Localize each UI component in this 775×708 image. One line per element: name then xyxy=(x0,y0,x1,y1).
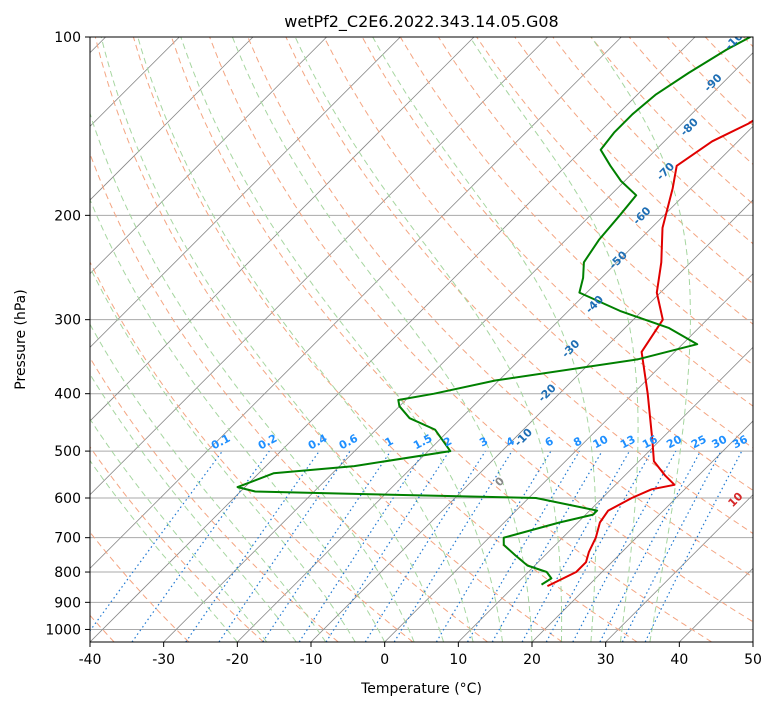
mixing-ratio-label: 25 xyxy=(689,433,709,452)
plot-frame xyxy=(89,36,754,643)
isotherm xyxy=(605,494,753,642)
mixing-ratio-label: 10 xyxy=(591,432,611,451)
isotherm xyxy=(163,52,753,642)
moist-adiabat xyxy=(90,459,238,642)
moist-adiabat xyxy=(90,418,268,642)
y-tick-label: 200 xyxy=(54,208,81,224)
dry-adiabat xyxy=(132,37,638,642)
mixing-ratio-label: 13 xyxy=(618,433,638,452)
moist-adiabat xyxy=(180,37,503,642)
isotherm xyxy=(90,37,622,569)
y-tick-label: 300 xyxy=(54,313,81,329)
x-tick-label: -40 xyxy=(79,652,102,668)
axis-ticks: -40 -30 -20 -10 0 10 20 30 40 50 100 200 300 400 500 60… xyxy=(45,30,762,668)
isotherm xyxy=(90,37,401,348)
x-tick-label: -10 xyxy=(300,652,323,668)
dewpoint-profile xyxy=(236,37,751,586)
y-tick-label: 700 xyxy=(54,531,81,547)
mixing-ratio-label: 20 xyxy=(664,432,684,451)
moist-adiabat xyxy=(90,323,327,642)
x-tick-label: 0 xyxy=(380,652,389,668)
y-tick-label: 800 xyxy=(54,565,81,581)
moist-adiabat xyxy=(590,37,691,642)
mixing-ratio-label: 36 xyxy=(730,433,750,452)
mixing-ratio-line xyxy=(364,450,486,642)
mixing-ratio-line xyxy=(325,450,450,642)
moist-adiabat xyxy=(372,37,597,642)
mixing-ratio-line xyxy=(572,450,677,642)
x-tick-label: 40 xyxy=(670,652,688,668)
x-tick-label: 20 xyxy=(523,652,541,668)
y-tick-label: 500 xyxy=(54,444,81,460)
isotherm xyxy=(531,420,753,642)
y-tick-label: 100 xyxy=(54,30,81,46)
isotherm xyxy=(90,37,327,275)
moist-adiabat xyxy=(90,198,386,642)
dry-adiabat xyxy=(90,260,414,642)
mixing-ratio-label: 16 xyxy=(640,433,660,452)
isotherm xyxy=(90,37,475,422)
plot-area: 0.1 0.2 0.4 0.6 1 1.5 2 3 4 6 8 10 13 16 20 25 30 36-100-… xyxy=(90,37,753,642)
x-tick-label: 30 xyxy=(597,652,615,668)
y-tick-label: 900 xyxy=(54,595,81,611)
moist-adiabat xyxy=(90,111,415,642)
dry-adiabat xyxy=(209,37,753,623)
x-axis-title: Temperature (°C) xyxy=(360,681,482,697)
dry-adiabat xyxy=(285,37,753,535)
dry-adiabat xyxy=(247,37,753,578)
x-tick-label: -20 xyxy=(226,652,249,668)
moist-adiabat xyxy=(137,37,474,642)
x-tick-label: 50 xyxy=(744,652,762,668)
dry-adiabat xyxy=(476,37,753,325)
mixing-ratio-line xyxy=(262,450,392,642)
dry-adiabat xyxy=(171,37,712,642)
moist-adiabat xyxy=(231,37,533,642)
dry-adiabat xyxy=(94,37,563,642)
mixing-ratio-line xyxy=(185,450,320,642)
dry-adiabat xyxy=(323,37,753,491)
moist-adiabat xyxy=(100,37,445,642)
mixing-ratio-line xyxy=(466,450,580,642)
mixing-ratio-line xyxy=(218,450,351,642)
mixing-ratio-line xyxy=(393,450,513,642)
isotherm xyxy=(90,37,696,642)
moist-adiabat xyxy=(294,37,563,642)
mixing-ratio-label: 30 xyxy=(710,433,730,452)
dry-adiabat xyxy=(90,446,264,642)
isotherm xyxy=(458,346,753,642)
mixing-ratio-line xyxy=(599,450,702,642)
x-tick-label: 10 xyxy=(449,652,467,668)
moist-adiabat xyxy=(90,373,297,642)
isotherm xyxy=(237,125,753,642)
chart-title: wetPf2_C2E6.2022.343.14.05.G08 xyxy=(284,12,558,32)
isotherm xyxy=(90,37,254,201)
mixing-ratio-line xyxy=(435,450,552,642)
y-tick-label: 400 xyxy=(54,387,81,403)
y-tick-label: 600 xyxy=(54,491,81,507)
temperature-profile xyxy=(546,119,753,587)
isotherm xyxy=(90,37,548,496)
y-tick-label: 1000 xyxy=(45,622,81,638)
moist-adiabat xyxy=(469,37,639,642)
x-tick-label: -30 xyxy=(152,652,175,668)
y-axis-title: Pressure (hPa) xyxy=(13,289,29,389)
dry-adiabat xyxy=(514,37,753,285)
